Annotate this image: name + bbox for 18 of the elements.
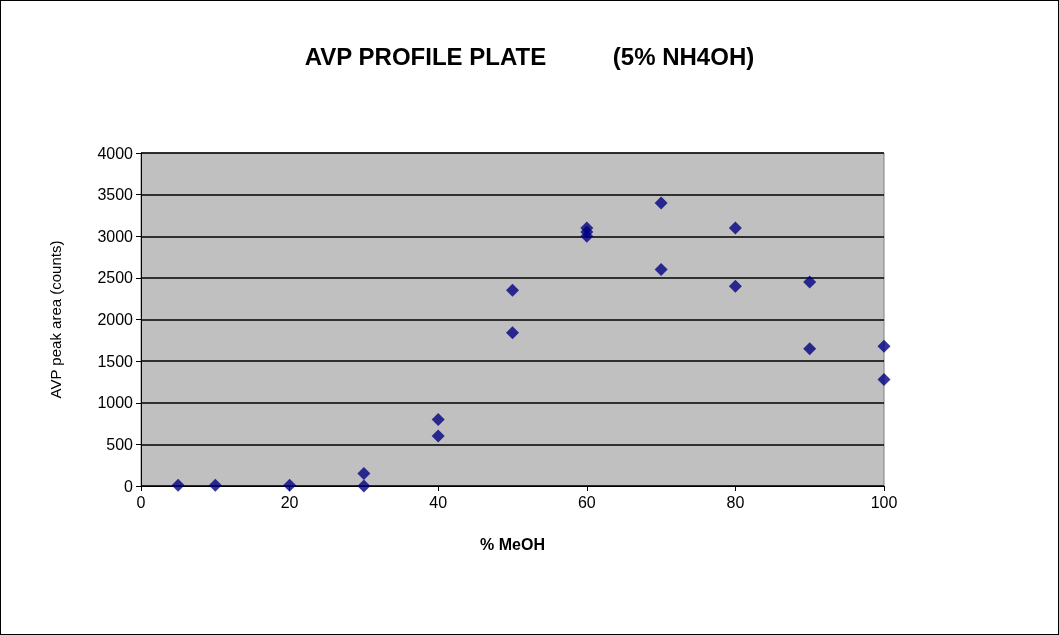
y-tick-label: 1000 [97,394,134,412]
x-axis-title: % MeOH [480,535,545,553]
y-tick-label: 0 [124,477,134,495]
x-tick-label: 0 [136,493,146,511]
y-tick-label: 3000 [97,227,134,245]
y-tick-label: 2000 [97,311,134,328]
y-tick-label: 4000 [97,144,134,162]
y-tick-label: 3500 [97,186,134,204]
y-tick-label: 2500 [97,269,134,287]
y-tick-label: 500 [106,435,134,453]
chart-title: AVP PROFILE PLATE (5% NH4OH) [304,42,755,70]
y-axis-title: AVP peak area (counts) [47,240,64,399]
x-tick-label: 40 [429,493,448,511]
y-tick-label: 1500 [97,352,134,370]
x-tick-label: 80 [726,493,745,511]
x-tick-label: 60 [577,493,596,511]
x-tick-label: 20 [280,493,299,511]
x-tick-label: 100 [870,493,898,511]
